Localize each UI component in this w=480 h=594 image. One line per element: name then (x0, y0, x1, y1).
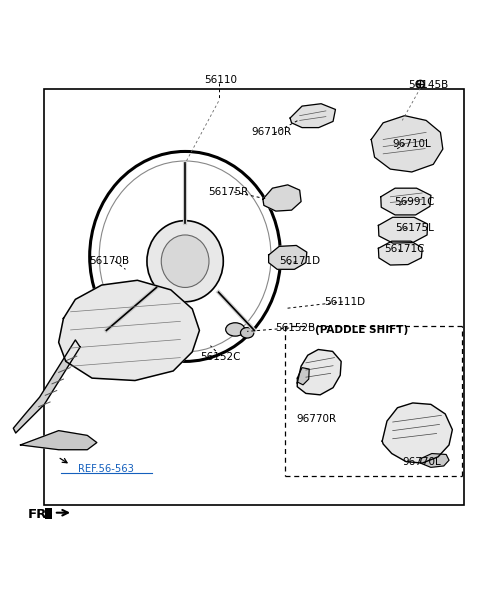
Polygon shape (297, 368, 309, 385)
Text: 56152C: 56152C (201, 352, 241, 362)
Text: FR.: FR. (28, 508, 52, 520)
Ellipse shape (240, 327, 254, 338)
Text: 56171D: 56171D (279, 256, 320, 266)
Text: 56152B: 56152B (275, 323, 315, 333)
Polygon shape (59, 280, 199, 381)
Polygon shape (382, 403, 452, 463)
Polygon shape (420, 454, 449, 467)
Text: 56991C: 56991C (394, 197, 434, 207)
Text: 96770L: 96770L (402, 457, 441, 467)
Text: 56111D: 56111D (324, 297, 366, 307)
Polygon shape (13, 340, 80, 433)
Text: 96710R: 96710R (251, 127, 291, 137)
Text: 56171C: 56171C (384, 244, 425, 254)
Text: REF.56-563: REF.56-563 (78, 464, 134, 474)
Text: 56175L: 56175L (395, 223, 433, 233)
Ellipse shape (417, 80, 424, 88)
Polygon shape (297, 349, 341, 395)
Polygon shape (371, 116, 443, 172)
Text: 56175R: 56175R (208, 187, 248, 197)
Text: 56145B: 56145B (408, 80, 449, 90)
Polygon shape (21, 431, 97, 450)
Text: 56170B: 56170B (89, 256, 129, 266)
Ellipse shape (147, 220, 223, 302)
Polygon shape (263, 185, 301, 211)
Polygon shape (378, 241, 422, 265)
Polygon shape (378, 217, 428, 243)
Polygon shape (381, 188, 431, 215)
Polygon shape (269, 245, 307, 269)
Text: 96770R: 96770R (296, 413, 336, 424)
Polygon shape (290, 104, 336, 128)
Bar (45, 508, 52, 519)
Text: (PADDLE SHIFT): (PADDLE SHIFT) (315, 326, 408, 336)
Bar (44, 90, 464, 504)
Ellipse shape (161, 235, 209, 287)
Text: 96710L: 96710L (393, 139, 431, 149)
Ellipse shape (226, 323, 245, 336)
Text: 56110: 56110 (204, 75, 238, 85)
